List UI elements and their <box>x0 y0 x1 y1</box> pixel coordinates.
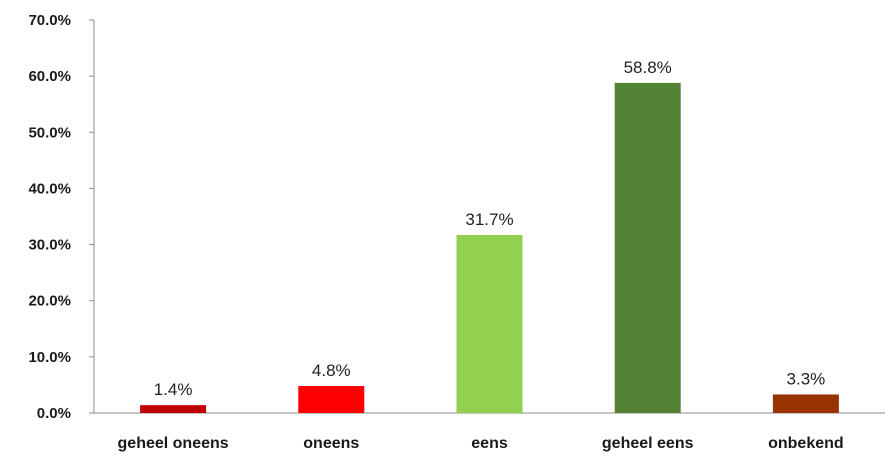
data-label: 3.3% <box>787 369 826 388</box>
data-label: 31.7% <box>465 210 513 229</box>
y-tick-label: 0.0% <box>37 405 71 422</box>
bar <box>140 405 207 413</box>
data-label: 58.8% <box>624 58 672 77</box>
y-tick-label: 40.0% <box>28 180 71 197</box>
x-category-label: onbekend <box>768 435 844 452</box>
bar <box>298 386 365 413</box>
y-tick-label: 60.0% <box>28 68 71 85</box>
x-category-label: eens <box>471 435 508 452</box>
y-tick-label: 10.0% <box>28 349 71 366</box>
bar <box>614 82 681 413</box>
x-axis-categories: geheel oneens oneens eens geheel eens onbeke… <box>118 435 844 452</box>
data-label: 1.4% <box>154 380 193 399</box>
y-tick-label: 70.0% <box>28 12 71 29</box>
data-labels: 1.4% 4.8% 31.7% 58.8% 3.3% <box>154 58 826 399</box>
bar <box>772 394 839 413</box>
x-category-label: geheel eens <box>602 435 694 452</box>
y-tick-label: 50.0% <box>28 124 71 141</box>
y-axis-ticks: 0.0% 10.0% 20.0% 30.0% 40.0% 50.0% 60.0% 70.0% <box>28 12 94 422</box>
data-label: 4.8% <box>312 361 351 380</box>
bar <box>456 235 523 413</box>
y-tick-label: 20.0% <box>28 293 71 310</box>
bars <box>140 82 839 413</box>
x-category-label: geheel oneens <box>118 435 229 452</box>
x-category-label: oneens <box>303 435 359 452</box>
y-tick-label: 30.0% <box>28 237 71 254</box>
